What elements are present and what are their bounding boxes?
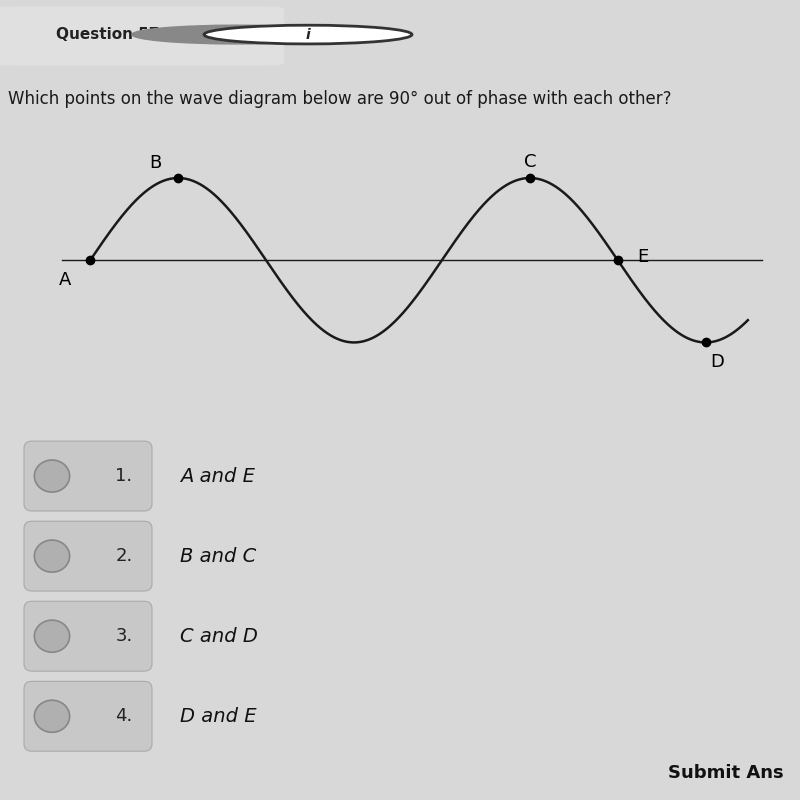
Circle shape — [34, 540, 70, 572]
Text: Submit Ans: Submit Ans — [668, 764, 784, 782]
Text: 1.: 1. — [115, 467, 133, 485]
Circle shape — [34, 700, 70, 732]
Circle shape — [34, 620, 70, 652]
Text: A and E: A and E — [180, 466, 255, 486]
Text: 4.: 4. — [115, 707, 133, 726]
FancyBboxPatch shape — [24, 602, 152, 671]
Text: C: C — [523, 153, 536, 170]
Text: D and E: D and E — [180, 706, 257, 726]
Circle shape — [34, 460, 70, 492]
Text: D: D — [710, 353, 724, 371]
Text: Which points on the wave diagram below are 90° out of phase with each other?: Which points on the wave diagram below a… — [8, 90, 671, 108]
Text: C and D: C and D — [180, 626, 258, 646]
FancyBboxPatch shape — [24, 521, 152, 591]
Text: Question 57: Question 57 — [56, 27, 159, 42]
Text: i: i — [306, 27, 310, 42]
FancyBboxPatch shape — [0, 6, 284, 66]
FancyBboxPatch shape — [24, 441, 152, 511]
Text: E: E — [638, 248, 649, 266]
FancyBboxPatch shape — [24, 682, 152, 751]
Text: A: A — [58, 271, 71, 289]
Text: 2.: 2. — [115, 547, 133, 565]
Text: B: B — [150, 154, 162, 172]
Text: B and C: B and C — [180, 546, 256, 566]
Circle shape — [132, 25, 340, 44]
Text: ∨: ∨ — [231, 28, 241, 41]
Circle shape — [204, 25, 412, 44]
Text: 3.: 3. — [115, 627, 133, 645]
